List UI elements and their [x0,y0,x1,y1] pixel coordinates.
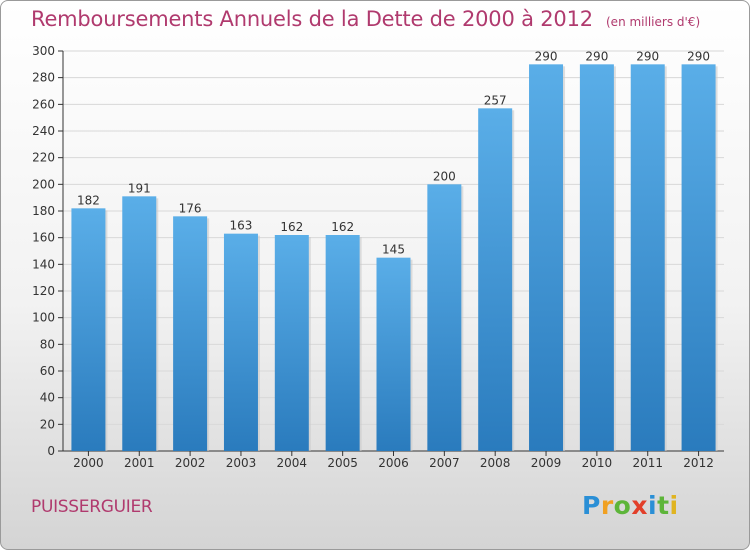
x-tick-label-2008: 2008 [480,456,511,470]
data-label-2001: 191 [128,181,151,195]
data-label-2011: 290 [636,49,659,63]
y-tick-label: 220 [32,151,55,165]
logo-letter: i [669,491,679,520]
y-tick-label: 100 [32,311,55,325]
logo-letter: P [582,491,601,520]
x-tick-label-2004: 2004 [277,456,308,470]
x-tick-label-2005: 2005 [327,456,358,470]
y-tick-label: 40 [40,391,55,405]
x-tick-label-2002: 2002 [175,456,206,470]
proxiti-logo[interactable]: Proxiti [582,491,679,520]
y-tick-label: 140 [32,257,55,271]
y-tick-label: 0 [47,444,55,458]
logo-letter: t [657,491,670,520]
logo-letter: r [600,491,614,520]
logo-letter: i [648,491,658,520]
data-label-2003: 163 [230,219,253,233]
logo-letter: o [613,491,632,520]
x-tick-label-2001: 2001 [124,456,155,470]
data-label-2009: 290 [535,49,558,63]
bar-2003 [223,233,258,451]
data-label-2004: 162 [280,220,303,234]
x-tick-label-2000: 2000 [73,456,104,470]
y-tick-label: 20 [40,417,55,431]
data-label-2010: 290 [585,49,608,63]
data-label-2000: 182 [77,193,100,207]
bar-2005 [325,235,360,451]
x-tick-label-2009: 2009 [531,456,562,470]
y-tick-label: 120 [32,284,55,298]
y-tick-label: 240 [32,124,55,138]
commune-name: PUISSERGUIER [31,497,153,517]
bar-2001 [122,196,157,451]
x-tick-label-2006: 2006 [378,456,409,470]
bar-2012 [681,64,716,452]
bar-2006 [376,257,411,451]
bar-2000 [71,208,106,451]
x-tick-label-2011: 2011 [632,456,663,470]
y-tick-label: 160 [32,231,55,245]
bar-2011 [630,64,665,452]
bar-2007 [427,184,462,452]
bar-2008 [478,108,513,451]
data-label-2002: 176 [179,201,202,215]
data-label-2008: 257 [484,93,507,107]
bar-2004 [274,235,309,451]
y-tick-label: 200 [32,177,55,191]
x-tick-label-2012: 2012 [683,456,714,470]
y-tick-label: 180 [32,204,55,218]
data-label-2007: 200 [433,169,456,183]
x-tick-label-2007: 2007 [429,456,460,470]
data-label-2006: 145 [382,243,405,257]
x-tick-label-2010: 2010 [582,456,613,470]
y-tick-label: 80 [40,337,55,351]
bar-2002 [173,216,208,451]
logo-letter: x [631,491,648,520]
data-label-2012: 290 [687,49,710,63]
y-tick-label: 300 [32,44,55,58]
y-tick-label: 260 [32,97,55,111]
data-label-2005: 162 [331,220,354,234]
chart-title-block: Remboursements Annuels de la Dette de 20… [31,7,700,31]
chart-subtitle: (en milliers d'€) [606,15,701,29]
x-tick-label-2003: 2003 [226,456,257,470]
chart-title: Remboursements Annuels de la Dette de 20… [31,7,593,31]
y-tick-label: 60 [40,364,55,378]
y-tick-label: 280 [32,71,55,85]
bar-2010 [579,64,614,452]
bar-2009 [529,64,564,452]
